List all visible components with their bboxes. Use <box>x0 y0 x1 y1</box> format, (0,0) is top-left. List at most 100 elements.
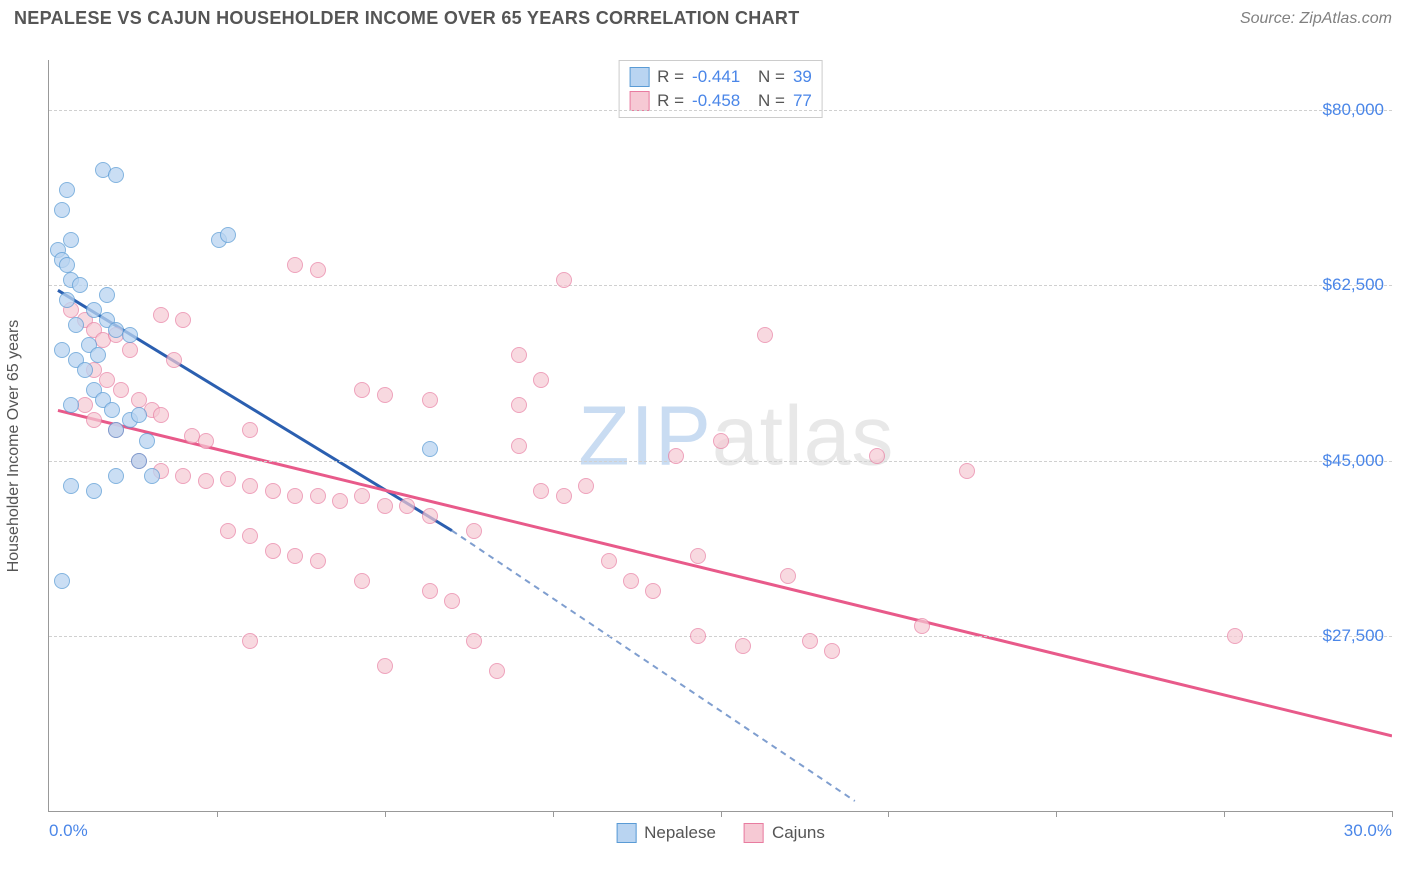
scatter-point <box>377 387 393 403</box>
scatter-point <box>578 478 594 494</box>
n-value: 39 <box>793 67 812 87</box>
scatter-point <box>511 438 527 454</box>
scatter-point <box>287 488 303 504</box>
x-tick <box>1392 811 1393 817</box>
scatter-point <box>310 262 326 278</box>
legend-item[interactable]: Cajuns <box>744 823 825 843</box>
scatter-point <box>86 412 102 428</box>
scatter-point <box>144 468 160 484</box>
y-tick-label: $62,500 <box>1323 275 1384 295</box>
scatter-point <box>466 523 482 539</box>
scatter-point <box>489 663 505 679</box>
scatter-point <box>153 307 169 323</box>
scatter-point <box>310 553 326 569</box>
scatter-point <box>63 397 79 413</box>
scatter-point <box>242 422 258 438</box>
source-prefix: Source: <box>1240 10 1300 27</box>
scatter-point <box>63 478 79 494</box>
series-swatch <box>629 91 649 111</box>
scatter-point <box>242 528 258 544</box>
scatter-point <box>533 483 549 499</box>
scatter-point <box>422 441 438 457</box>
scatter-point <box>869 448 885 464</box>
series-legend: Nepalese Cajuns <box>616 823 825 843</box>
r-value: -0.441 <box>692 67 750 87</box>
scatter-point <box>354 382 370 398</box>
series-swatch <box>629 67 649 87</box>
r-label: R = <box>657 67 684 87</box>
scatter-point <box>108 422 124 438</box>
chart-title: NEPALESE VS CAJUN HOUSEHOLDER INCOME OVE… <box>14 8 800 29</box>
legend-swatch <box>616 823 636 843</box>
r-label: R = <box>657 91 684 111</box>
gridline-horizontal <box>49 285 1392 286</box>
x-tick <box>553 811 554 817</box>
scatter-point <box>354 488 370 504</box>
scatter-point <box>556 488 572 504</box>
y-tick-label: $45,000 <box>1323 451 1384 471</box>
source-name: ZipAtlas.com <box>1300 10 1392 27</box>
scatter-point <box>959 463 975 479</box>
scatter-point <box>824 643 840 659</box>
watermark-atlas: atlas <box>712 388 894 482</box>
scatter-point <box>175 468 191 484</box>
x-tick <box>217 811 218 817</box>
legend-label: Cajuns <box>772 823 825 843</box>
scatter-point <box>690 548 706 564</box>
legend-swatch <box>744 823 764 843</box>
scatter-point <box>511 397 527 413</box>
scatter-point <box>54 573 70 589</box>
legend-label: Nepalese <box>644 823 716 843</box>
scatter-point <box>735 638 751 654</box>
scatter-point <box>310 488 326 504</box>
x-tick <box>888 811 889 817</box>
scatter-point <box>713 433 729 449</box>
scatter-point <box>242 478 258 494</box>
scatter-point <box>287 257 303 273</box>
n-label: N = <box>758 91 785 111</box>
r-value: -0.458 <box>692 91 750 111</box>
scatter-point <box>198 433 214 449</box>
scatter-point <box>556 272 572 288</box>
x-tick <box>721 811 722 817</box>
scatter-point <box>668 448 684 464</box>
regression-line <box>58 410 1392 735</box>
source-attribution: Source: ZipAtlas.com <box>1240 10 1392 28</box>
scatter-point <box>113 382 129 398</box>
scatter-point <box>265 543 281 559</box>
scatter-point <box>444 593 460 609</box>
scatter-point <box>511 347 527 363</box>
scatter-point <box>153 407 169 423</box>
x-range-min-label: 0.0% <box>49 821 88 841</box>
scatter-point <box>122 327 138 343</box>
stats-row: R = -0.441N = 39 <box>629 65 812 89</box>
scatter-point <box>63 232 79 248</box>
scatter-point <box>86 483 102 499</box>
x-range-max-label: 30.0% <box>1344 821 1392 841</box>
scatter-point <box>623 573 639 589</box>
scatter-point <box>354 573 370 589</box>
scatter-point <box>139 433 155 449</box>
scatter-point <box>377 498 393 514</box>
scatter-point <box>645 583 661 599</box>
y-axis-label: Householder Income Over 65 years <box>5 320 23 573</box>
x-tick <box>1056 811 1057 817</box>
scatter-point <box>68 317 84 333</box>
scatter-point <box>422 392 438 408</box>
x-tick <box>1224 811 1225 817</box>
scatter-point <box>220 227 236 243</box>
n-value: 77 <box>793 91 812 111</box>
scatter-point <box>175 312 191 328</box>
scatter-point <box>1227 628 1243 644</box>
legend-item[interactable]: Nepalese <box>616 823 716 843</box>
gridline-horizontal <box>49 110 1392 111</box>
scatter-point <box>198 473 214 489</box>
gridline-horizontal <box>49 461 1392 462</box>
y-tick-label: $27,500 <box>1323 626 1384 646</box>
scatter-point <box>780 568 796 584</box>
scatter-point <box>220 523 236 539</box>
x-tick <box>385 811 386 817</box>
watermark-logo: ZIPatlas <box>578 387 894 484</box>
scatter-point <box>422 583 438 599</box>
scatter-point <box>422 508 438 524</box>
